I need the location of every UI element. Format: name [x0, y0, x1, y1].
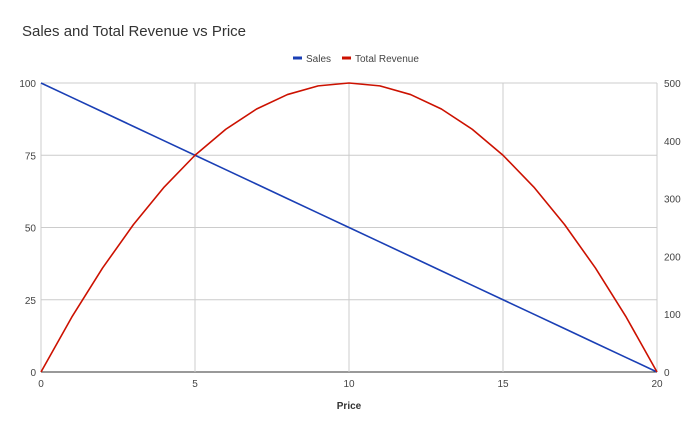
- legend-label-revenue: Total Revenue: [355, 54, 419, 65]
- series-line-sales: [40, 82, 658, 373]
- y-right-tick-label: 300: [664, 195, 681, 206]
- chart-title: Sales and Total Revenue vs Price: [22, 23, 246, 40]
- y-right-tick-label: 500: [664, 79, 681, 90]
- y-left-tick-label: 50: [25, 224, 37, 235]
- y-left-tick-label: 75: [25, 151, 37, 162]
- x-tick-label: 0: [38, 379, 44, 390]
- y-right-tick-label: 400: [664, 137, 681, 148]
- x-tick-label: 5: [192, 379, 198, 390]
- y-right-tick-label: 200: [664, 252, 681, 263]
- series-line-total-revenue: [40, 82, 658, 373]
- series-layer: [40, 82, 658, 373]
- y-left-tick-label: 0: [30, 368, 36, 379]
- y-left-tick-label: 100: [19, 79, 36, 90]
- y-right-tick-label: 100: [664, 310, 681, 321]
- y-left-tick-label: 25: [25, 296, 37, 307]
- x-tick-label: 15: [497, 379, 509, 390]
- x-axis-label: Price: [337, 401, 362, 412]
- y-right-tick-label: 0: [664, 368, 670, 379]
- x-tick-label: 10: [343, 379, 355, 390]
- legend: Sales Total Revenue: [293, 54, 419, 65]
- x-tick-label: 20: [651, 379, 663, 390]
- legend-label-sales: Sales: [306, 54, 331, 65]
